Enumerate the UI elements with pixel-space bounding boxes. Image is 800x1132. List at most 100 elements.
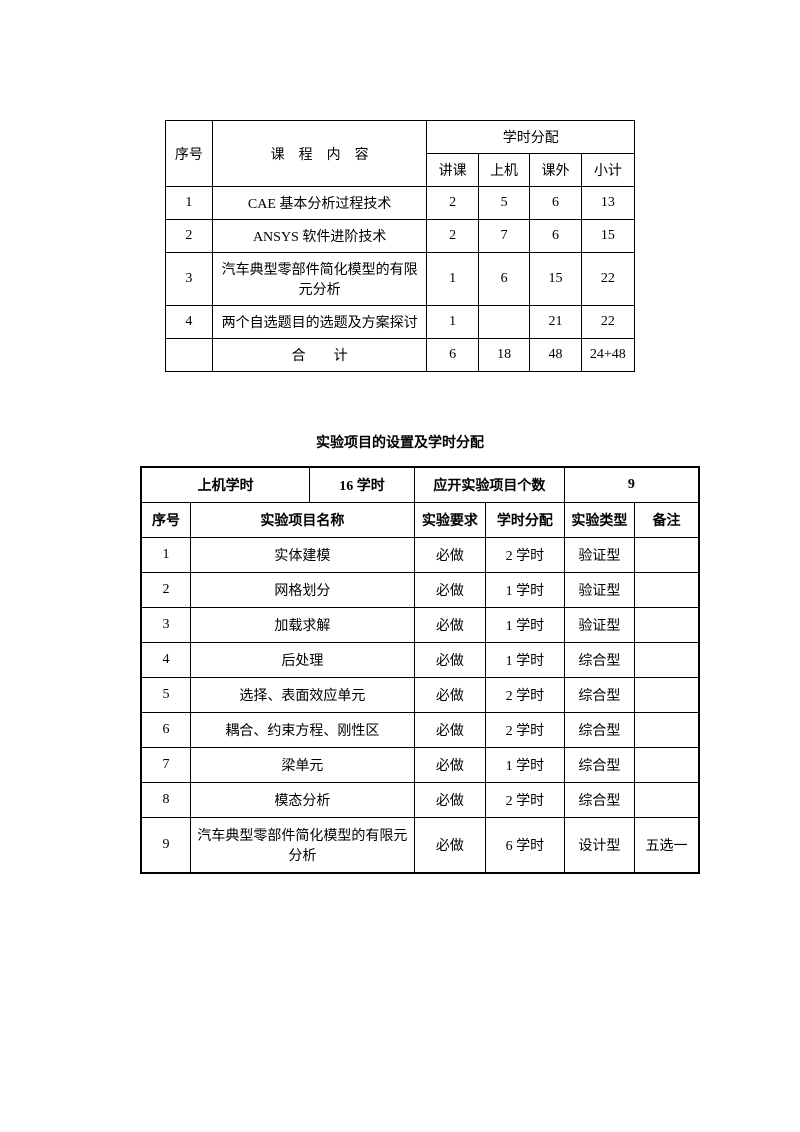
- t1-cell: 1: [427, 253, 478, 306]
- t1-cell: 15: [581, 220, 634, 253]
- t2-cell: [635, 538, 700, 573]
- t1-cell: 1: [427, 306, 478, 339]
- t2-cell: 综合型: [564, 713, 634, 748]
- t2-cell: 6: [141, 713, 191, 748]
- table-row: 2 网格划分 必做 1 学时 验证型: [141, 573, 699, 608]
- t2-cell: [635, 713, 700, 748]
- t1-cell: 1: [166, 187, 213, 220]
- t2-cell: 汽车典型零部件简化模型的有限元分析: [191, 818, 415, 874]
- t2-cell: 1: [141, 538, 191, 573]
- t2-cell: 网格划分: [191, 573, 415, 608]
- t2-cell: 五选一: [635, 818, 700, 874]
- t1-cell: 6: [530, 187, 581, 220]
- t2-cell: 选择、表面效应单元: [191, 678, 415, 713]
- t1-cell: [166, 339, 213, 372]
- t2-h-5: 备注: [635, 503, 700, 538]
- t2-h-4: 实验类型: [564, 503, 634, 538]
- t2-cell: [635, 608, 700, 643]
- t2-cell: 5: [141, 678, 191, 713]
- t1-total-label: 合 计: [212, 339, 427, 372]
- table-row: 3 加载求解 必做 1 学时 验证型: [141, 608, 699, 643]
- t2-cell: 7: [141, 748, 191, 783]
- t2-cell: 3: [141, 608, 191, 643]
- experiment-table: 上机学时 16 学时 应开实验项目个数 9 序号 实验项目名称 实验要求 学时分…: [140, 466, 700, 874]
- t1-sub-2: 课外: [530, 154, 581, 187]
- t2-cell: 必做: [414, 678, 485, 713]
- t2-cell: [635, 748, 700, 783]
- t2-cell: 必做: [414, 748, 485, 783]
- t2-cell: 验证型: [564, 573, 634, 608]
- t2-top-l4: 9: [564, 467, 699, 503]
- t2-cell: [635, 643, 700, 678]
- t1-cell: 24+48: [581, 339, 634, 372]
- t2-cell: 综合型: [564, 643, 634, 678]
- t1-cell: 13: [581, 187, 634, 220]
- t2-cell: 梁单元: [191, 748, 415, 783]
- t1-cell: 3: [166, 253, 213, 306]
- t1-cell: ANSYS 软件进阶技术: [212, 220, 427, 253]
- table-row: 6 耦合、约束方程、刚性区 必做 2 学时 综合型: [141, 713, 699, 748]
- t2-cell: 必做: [414, 643, 485, 678]
- t2-h-1: 实验项目名称: [191, 503, 415, 538]
- t2-cell: 9: [141, 818, 191, 874]
- t1-cell: 18: [478, 339, 529, 372]
- t1-cell: CAE 基本分析过程技术: [212, 187, 427, 220]
- t2-cell: 8: [141, 783, 191, 818]
- table-row: 9 汽车典型零部件简化模型的有限元分析 必做 6 学时 设计型 五选一: [141, 818, 699, 874]
- table-row: 7 梁单元 必做 1 学时 综合型: [141, 748, 699, 783]
- t2-cell: 2 学时: [485, 678, 564, 713]
- t2-cell: 必做: [414, 783, 485, 818]
- table-row: 4 后处理 必做 1 学时 综合型: [141, 643, 699, 678]
- table-row: 1 CAE 基本分析过程技术 2 5 6 13: [166, 187, 635, 220]
- t1-cell: 2: [166, 220, 213, 253]
- table-row-total: 合 计 6 18 48 24+48: [166, 339, 635, 372]
- t2-cell: 必做: [414, 573, 485, 608]
- t1-cell: 汽车典型零部件简化模型的有限元分析: [212, 253, 427, 306]
- t1-sub-3: 小计: [581, 154, 634, 187]
- t2-cell: 2 学时: [485, 783, 564, 818]
- t2-cell: 1 学时: [485, 608, 564, 643]
- section-title: 实验项目的设置及学时分配: [140, 432, 660, 452]
- t1-header-content: 课 程 内 容: [212, 121, 427, 187]
- t1-cell: 两个自选题目的选题及方案探讨: [212, 306, 427, 339]
- t2-cell: 1 学时: [485, 643, 564, 678]
- t1-cell: 5: [478, 187, 529, 220]
- t1-sub-1: 上机: [478, 154, 529, 187]
- t1-cell: 15: [530, 253, 581, 306]
- t2-cell: 2: [141, 573, 191, 608]
- t2-cell: 综合型: [564, 678, 634, 713]
- table-row: 2 ANSYS 软件进阶技术 2 7 6 15: [166, 220, 635, 253]
- t1-cell: 22: [581, 253, 634, 306]
- t1-sub-0: 讲课: [427, 154, 478, 187]
- t2-top-l2: 16 学时: [310, 467, 415, 503]
- t1-cell: 48: [530, 339, 581, 372]
- t1-cell: 7: [478, 220, 529, 253]
- table-row: 5 选择、表面效应单元 必做 2 学时 综合型: [141, 678, 699, 713]
- t1-cell: 6: [427, 339, 478, 372]
- t2-cell: 加载求解: [191, 608, 415, 643]
- t1-cell: 2: [427, 220, 478, 253]
- t2-cell: 1 学时: [485, 573, 564, 608]
- t2-h-2: 实验要求: [414, 503, 485, 538]
- t2-cell: 必做: [414, 538, 485, 573]
- table-row: 3 汽车典型零部件简化模型的有限元分析 1 6 15 22: [166, 253, 635, 306]
- t1-cell: 22: [581, 306, 634, 339]
- table-row: 1 实体建模 必做 2 学时 验证型: [141, 538, 699, 573]
- table-row: 4 两个自选题目的选题及方案探讨 1 21 22: [166, 306, 635, 339]
- t2-cell: 6 学时: [485, 818, 564, 874]
- t2-cell: 验证型: [564, 538, 634, 573]
- t2-cell: 综合型: [564, 783, 634, 818]
- t2-h-3: 学时分配: [485, 503, 564, 538]
- t2-cell: 2 学时: [485, 538, 564, 573]
- t2-cell: 2 学时: [485, 713, 564, 748]
- t2-cell: 实体建模: [191, 538, 415, 573]
- t1-cell: [478, 306, 529, 339]
- t1-cell: 6: [530, 220, 581, 253]
- t1-cell: 4: [166, 306, 213, 339]
- t2-cell: 耦合、约束方程、刚性区: [191, 713, 415, 748]
- hours-allocation-table: 序号 课 程 内 容 学时分配 讲课 上机 课外 小计 1 CAE 基本分析过程…: [165, 120, 635, 372]
- t2-cell: 设计型: [564, 818, 634, 874]
- t2-cell: 必做: [414, 608, 485, 643]
- t1-header-seq: 序号: [166, 121, 213, 187]
- t1-cell: 21: [530, 306, 581, 339]
